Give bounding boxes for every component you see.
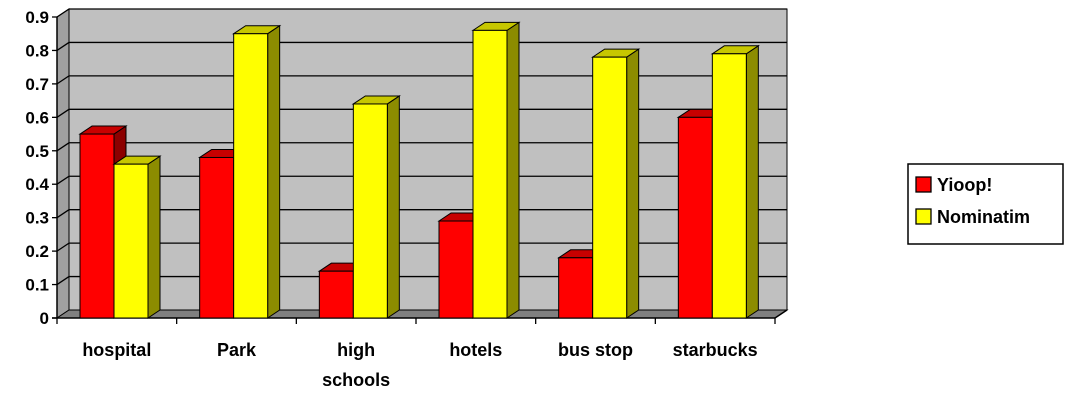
x-tick-label: bus stop: [558, 340, 633, 360]
bar: [352, 103, 388, 319]
bar: [472, 29, 508, 319]
gridline: [56, 8, 787, 18]
legend-label: Yioop!: [937, 175, 992, 195]
y-tick-label: 0.6: [25, 108, 49, 127]
y-tick-label: 0: [40, 309, 49, 328]
y-tick-label: 0.4: [25, 175, 49, 194]
plot-side-wall: [56, 8, 70, 319]
gridline: [56, 75, 787, 85]
gridline: [56, 275, 787, 286]
bar: [438, 220, 474, 319]
bar: [592, 56, 628, 319]
bar: [233, 33, 269, 319]
bar: [558, 257, 594, 319]
x-tick-label-line: schools: [322, 370, 390, 390]
bar: [677, 116, 713, 319]
bar: [113, 163, 149, 319]
gridline: [56, 175, 787, 185]
y-tick-label: 0.9: [25, 8, 49, 27]
bar-side: [147, 155, 161, 319]
bar-side: [745, 44, 759, 319]
gridline: [56, 41, 787, 51]
x-tick-label: high schools: [322, 340, 390, 390]
legend-box: [907, 163, 1064, 245]
x-tick-label: starbucks: [673, 340, 758, 360]
y-tick-label: 0.1: [25, 276, 49, 295]
gridline: [56, 209, 787, 219]
gridline: [56, 108, 787, 118]
x-tick-label: Park: [217, 340, 257, 360]
bar: [199, 156, 235, 319]
legend-swatch: [915, 176, 932, 193]
gridline: [56, 242, 787, 252]
bar-side: [267, 24, 281, 319]
x-tick-label-line: high: [337, 340, 375, 360]
y-tick-label: 0.2: [25, 242, 49, 261]
bar-side: [506, 21, 520, 319]
legend-label: Nominatim: [937, 207, 1030, 227]
y-tick-label: 0.3: [25, 209, 49, 228]
gridline: [56, 142, 787, 152]
x-tick-label: hospital: [82, 340, 151, 360]
y-tick-label: 0.8: [25, 41, 49, 60]
bar-side: [386, 95, 400, 319]
bar: [711, 53, 747, 319]
x-axis-depth-line: [774, 309, 788, 319]
bar: [318, 270, 354, 319]
x-tick-label: hotels: [449, 340, 502, 360]
plot-floor: [55, 309, 789, 319]
bar: [79, 133, 115, 319]
y-tick-label: 0.7: [25, 75, 49, 94]
legend-swatch: [915, 208, 932, 225]
bar-side: [626, 48, 640, 319]
y-tick-label: 0.5: [25, 142, 49, 161]
